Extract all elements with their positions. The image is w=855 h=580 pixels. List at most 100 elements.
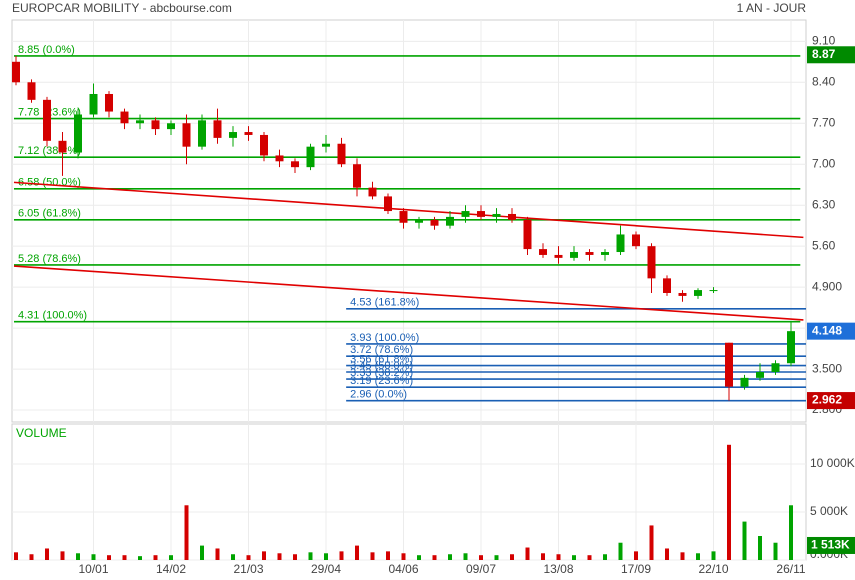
volume-bar [479, 555, 483, 560]
y-tick-label: 10 000K [810, 456, 855, 470]
x-tick-label: 26/11 [776, 562, 805, 576]
candle-body [244, 132, 253, 135]
candle-body [43, 99, 51, 141]
candle-body [384, 196, 392, 212]
price-badge-label: 4.148 [812, 323, 842, 337]
fib-label: 3.72 (78.6%) [350, 344, 413, 356]
trendline [13, 265, 804, 321]
candle-body [570, 252, 578, 258]
volume-bar [45, 548, 49, 560]
candle-body [771, 363, 780, 373]
volume-bar [169, 555, 173, 560]
fib-label: 6.05 (61.8%) [18, 208, 81, 220]
price-badge [807, 46, 855, 64]
volume-bar [153, 555, 158, 560]
candle-body [616, 234, 625, 253]
y-tick-label: 7.70 [812, 115, 836, 129]
candle-body [709, 290, 718, 292]
volume-badge [807, 536, 855, 554]
volume-bar [448, 554, 452, 560]
price-badge [807, 392, 855, 410]
candle-body [508, 213, 516, 220]
volume-bar [665, 548, 669, 560]
candle-body [725, 342, 733, 387]
candle-body [647, 246, 656, 279]
fib-label: 3.19 (23.6%) [350, 375, 413, 387]
x-tick-label: 13/08 [543, 562, 573, 576]
volume-bar [231, 554, 235, 560]
candle-body [136, 120, 144, 124]
candle-body [554, 254, 563, 258]
volume-bar [262, 551, 266, 560]
y-tick-label: 8.40 [812, 74, 836, 88]
fib-label: 4.53 (161.8%) [350, 297, 419, 309]
volume-bar [758, 536, 762, 560]
volume-bar [510, 554, 514, 560]
volume-bar [29, 554, 34, 560]
candle-body [694, 290, 702, 296]
fib-label: 8.85 (0.0%) [18, 44, 75, 56]
x-tick-label: 22/10 [698, 562, 728, 576]
candle-body [27, 82, 36, 100]
volume-bar [773, 542, 778, 560]
fib-label: 7.12 (38.2%) [18, 145, 81, 157]
volume-bar [386, 551, 390, 560]
volume-bar [742, 521, 747, 560]
fib-label: 5.28 (78.6%) [18, 253, 81, 265]
candle-body [368, 187, 377, 197]
volume-bar [556, 554, 561, 560]
volume-bar [107, 555, 111, 560]
candle-body [461, 211, 470, 217]
candle-body [399, 211, 408, 223]
candle-body [105, 93, 113, 112]
candle-body [275, 155, 284, 162]
fib-label: 3.33 (38.2%) [350, 367, 413, 379]
candle-body [167, 123, 175, 130]
price-badge-label: 2.962 [812, 393, 842, 407]
volume-bar [463, 553, 468, 560]
volume-bar [200, 545, 204, 560]
volume-bar [339, 551, 344, 560]
volume-bar [680, 552, 685, 560]
volume-bar [541, 553, 545, 560]
x-tick-label: 14/02 [156, 562, 186, 576]
candle-body [291, 161, 299, 168]
y-tick-label: 5.60 [812, 238, 836, 252]
volume-bar [789, 505, 793, 560]
trendline [13, 181, 804, 239]
candle-body [12, 61, 20, 83]
volume-bar [634, 551, 638, 560]
x-tick-label: 29/04 [311, 562, 341, 576]
volume-bar [525, 547, 530, 560]
y-tick-label: 9.10 [812, 33, 836, 47]
candle-body [523, 219, 532, 250]
volume-bar [138, 556, 142, 560]
volume-bar [401, 553, 406, 560]
volume-bar [122, 555, 127, 560]
volume-bar [60, 551, 65, 560]
candle-body [492, 213, 501, 217]
fib-label: 3.45 (50.0%) [350, 360, 413, 372]
y-tick-label: 7.00 [812, 156, 836, 170]
candle-body [74, 114, 82, 153]
volume-bar [432, 555, 437, 560]
candle-body [58, 140, 67, 153]
volume-bar [370, 552, 375, 560]
x-tick-label: 09/07 [466, 562, 496, 576]
candle-body [787, 331, 795, 364]
volume-bar [308, 552, 313, 560]
candle-body [756, 372, 764, 378]
x-tick-label: 10/01 [78, 562, 108, 576]
volume-bar [76, 553, 80, 560]
candle-body [539, 249, 547, 255]
chart-title: EUROPCAR MOBILITY - abcbourse.com [12, 1, 232, 15]
candle-body [151, 120, 160, 130]
x-tick-label: 21/03 [233, 562, 263, 576]
fib-label: 3.56 (61.8%) [350, 353, 413, 365]
volume-badge-label: 1 513K [811, 538, 850, 552]
volume-bar [215, 548, 220, 560]
candle-body [353, 164, 361, 188]
volume-bar [587, 555, 592, 560]
volume-bar [184, 505, 189, 560]
